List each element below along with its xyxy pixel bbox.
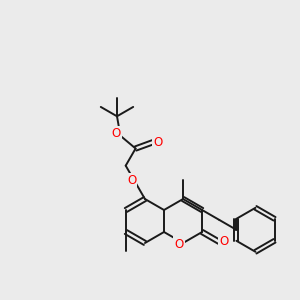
Text: O: O [174, 238, 184, 250]
Text: O: O [154, 136, 163, 148]
Text: O: O [127, 174, 136, 187]
Text: O: O [112, 127, 121, 140]
Text: O: O [220, 236, 229, 248]
